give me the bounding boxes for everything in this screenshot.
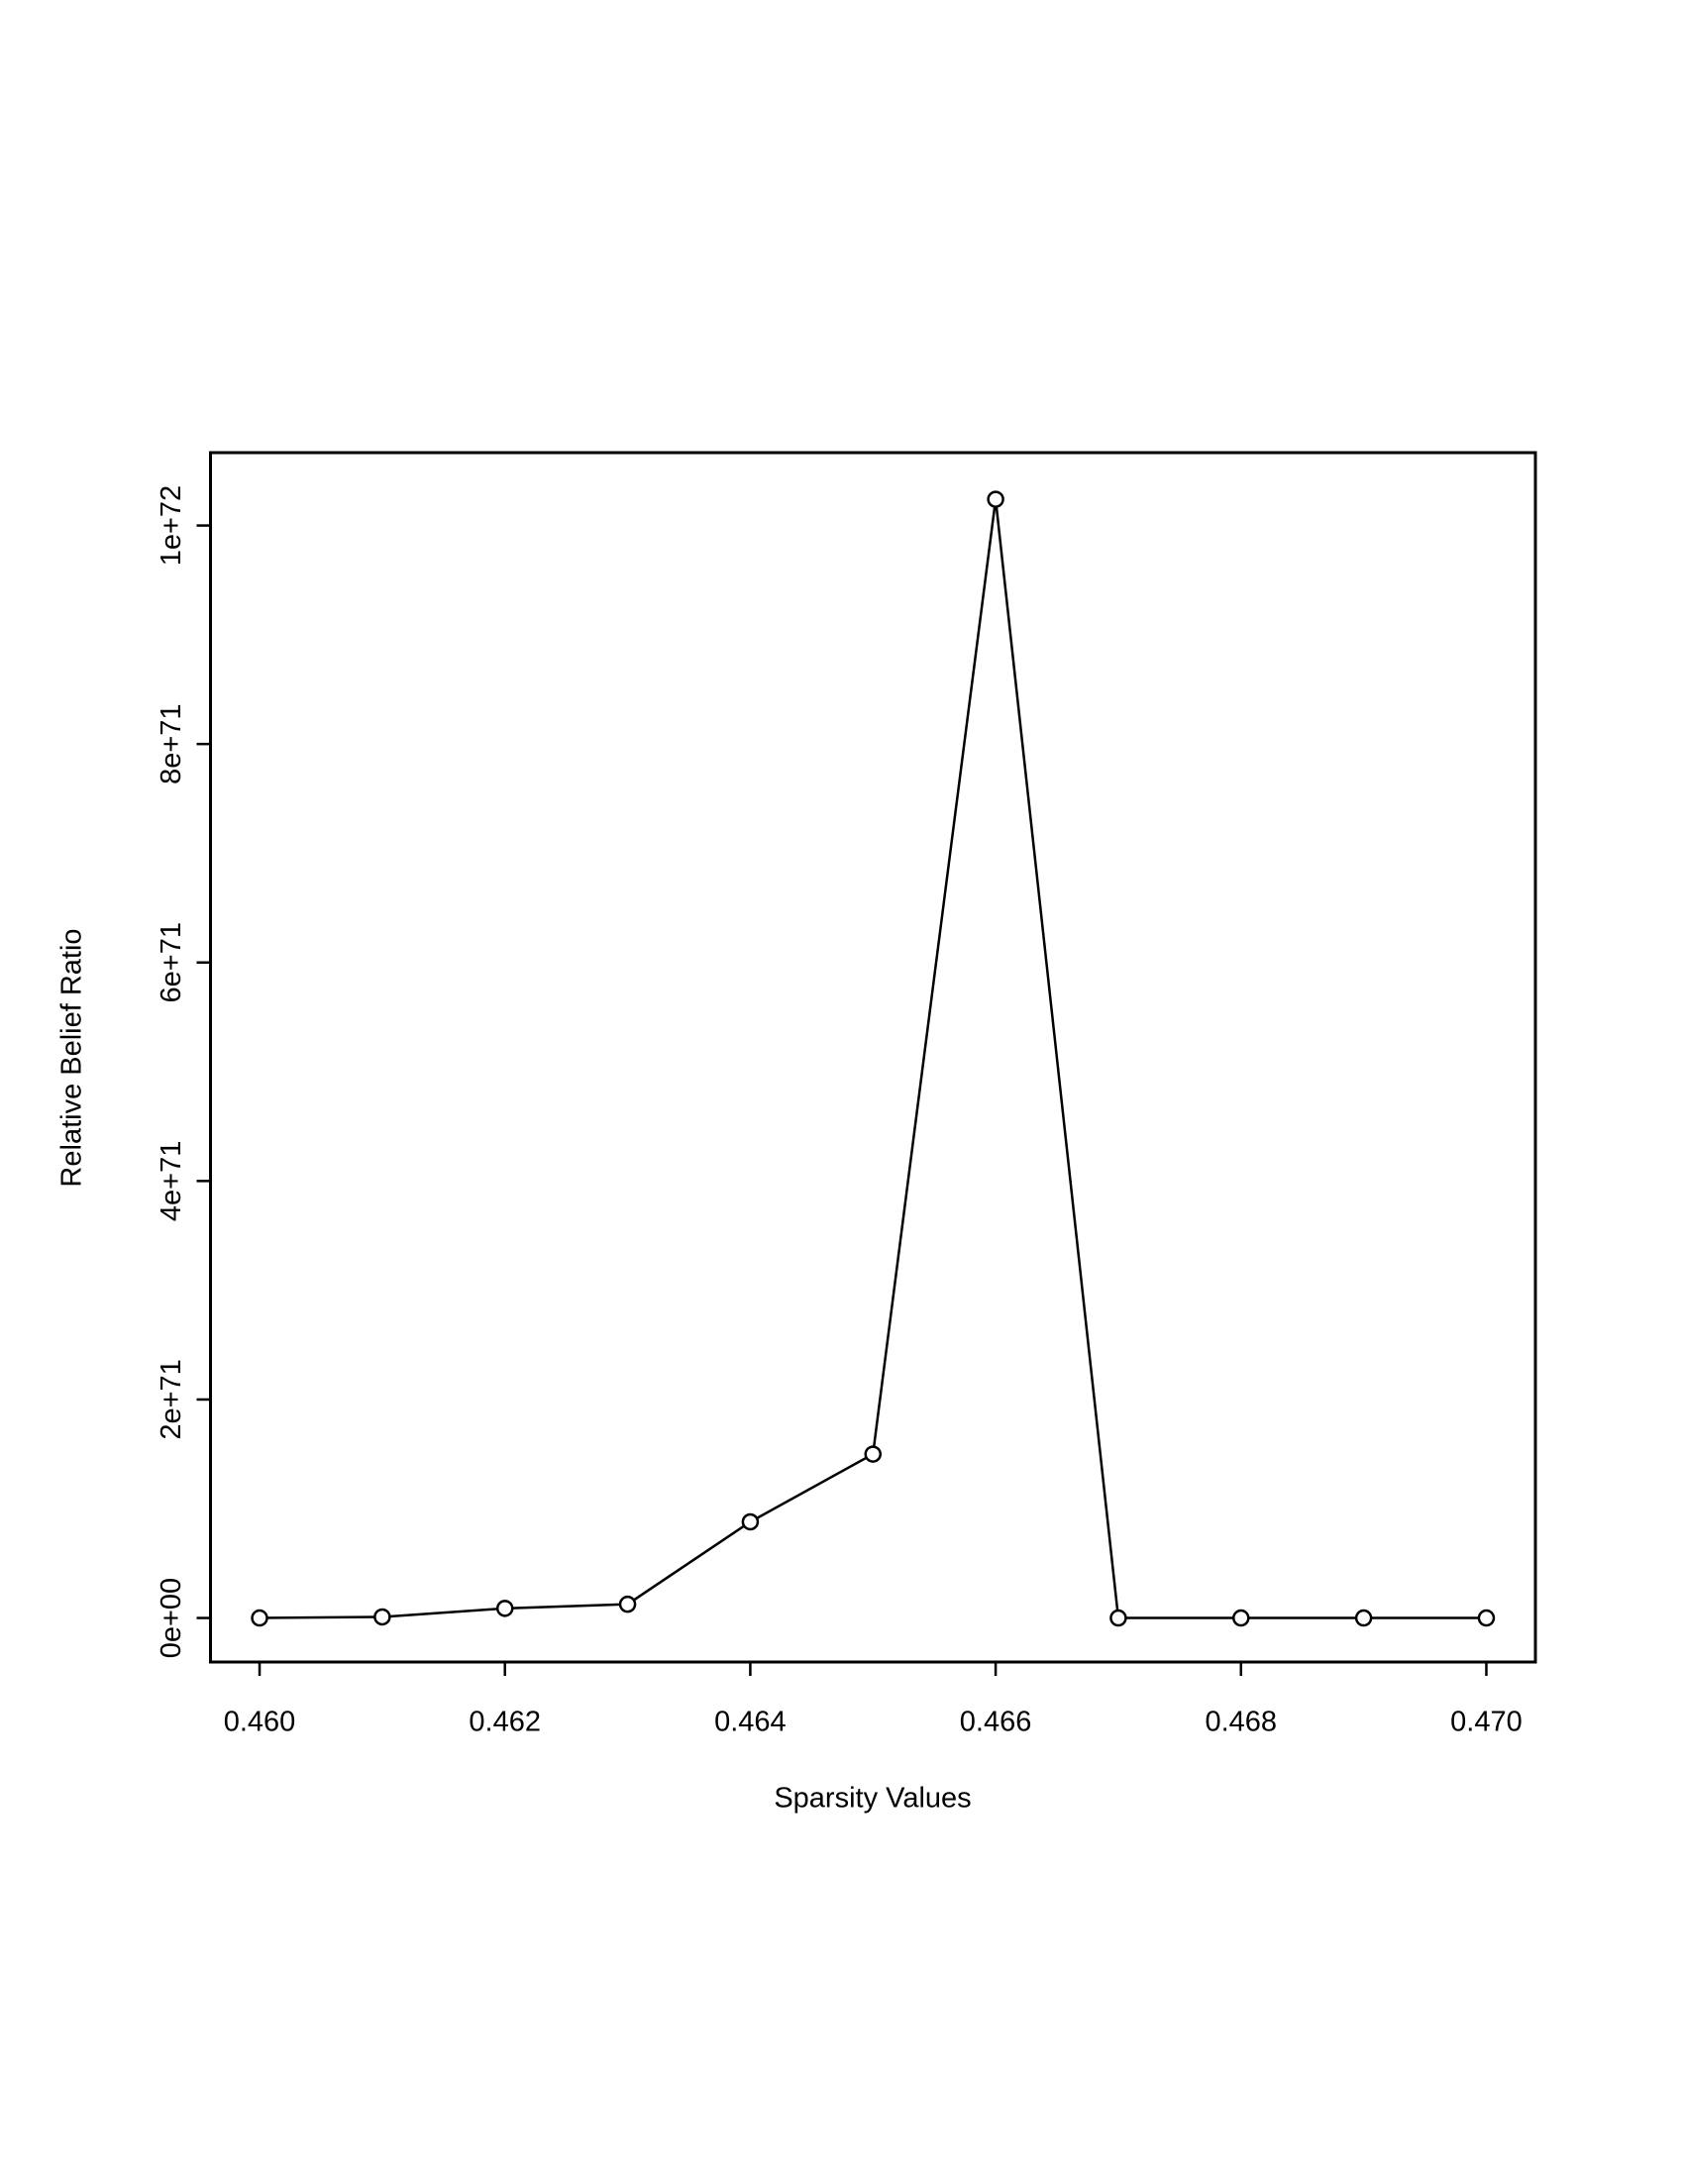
plot-frame [209, 451, 1537, 1664]
data-point [495, 1600, 514, 1617]
data-point [251, 1609, 268, 1627]
y-tick-label: 2e+71 [156, 1359, 187, 1439]
y-axis-label: Relative Belief Ratio [56, 928, 88, 1187]
data-point [741, 1512, 760, 1531]
x-tick-label: 0.464 [714, 1707, 787, 1738]
data-point [864, 1445, 882, 1463]
x-tick-label: 0.466 [960, 1707, 1032, 1738]
data-point [987, 490, 1004, 508]
data-point [618, 1595, 637, 1613]
data-point [1477, 1609, 1496, 1627]
x-axis-label: Sparsity Values [774, 1783, 971, 1815]
y-tick-label: 4e+71 [156, 1141, 187, 1221]
y-tick-label: 1e+72 [156, 485, 187, 566]
data-point [373, 1608, 391, 1626]
x-tick-label: 0.460 [224, 1707, 296, 1738]
data-point [1232, 1609, 1250, 1627]
y-tick-label: 6e+71 [156, 922, 187, 1002]
x-tick-label: 0.468 [1205, 1707, 1277, 1738]
data-point [1354, 1609, 1373, 1627]
x-tick-label: 0.470 [1450, 1707, 1523, 1738]
x-tick-label: 0.462 [469, 1707, 541, 1738]
y-tick-label: 0e+00 [156, 1578, 187, 1658]
data-point [1109, 1609, 1127, 1627]
y-tick-label: 8e+71 [156, 703, 187, 783]
